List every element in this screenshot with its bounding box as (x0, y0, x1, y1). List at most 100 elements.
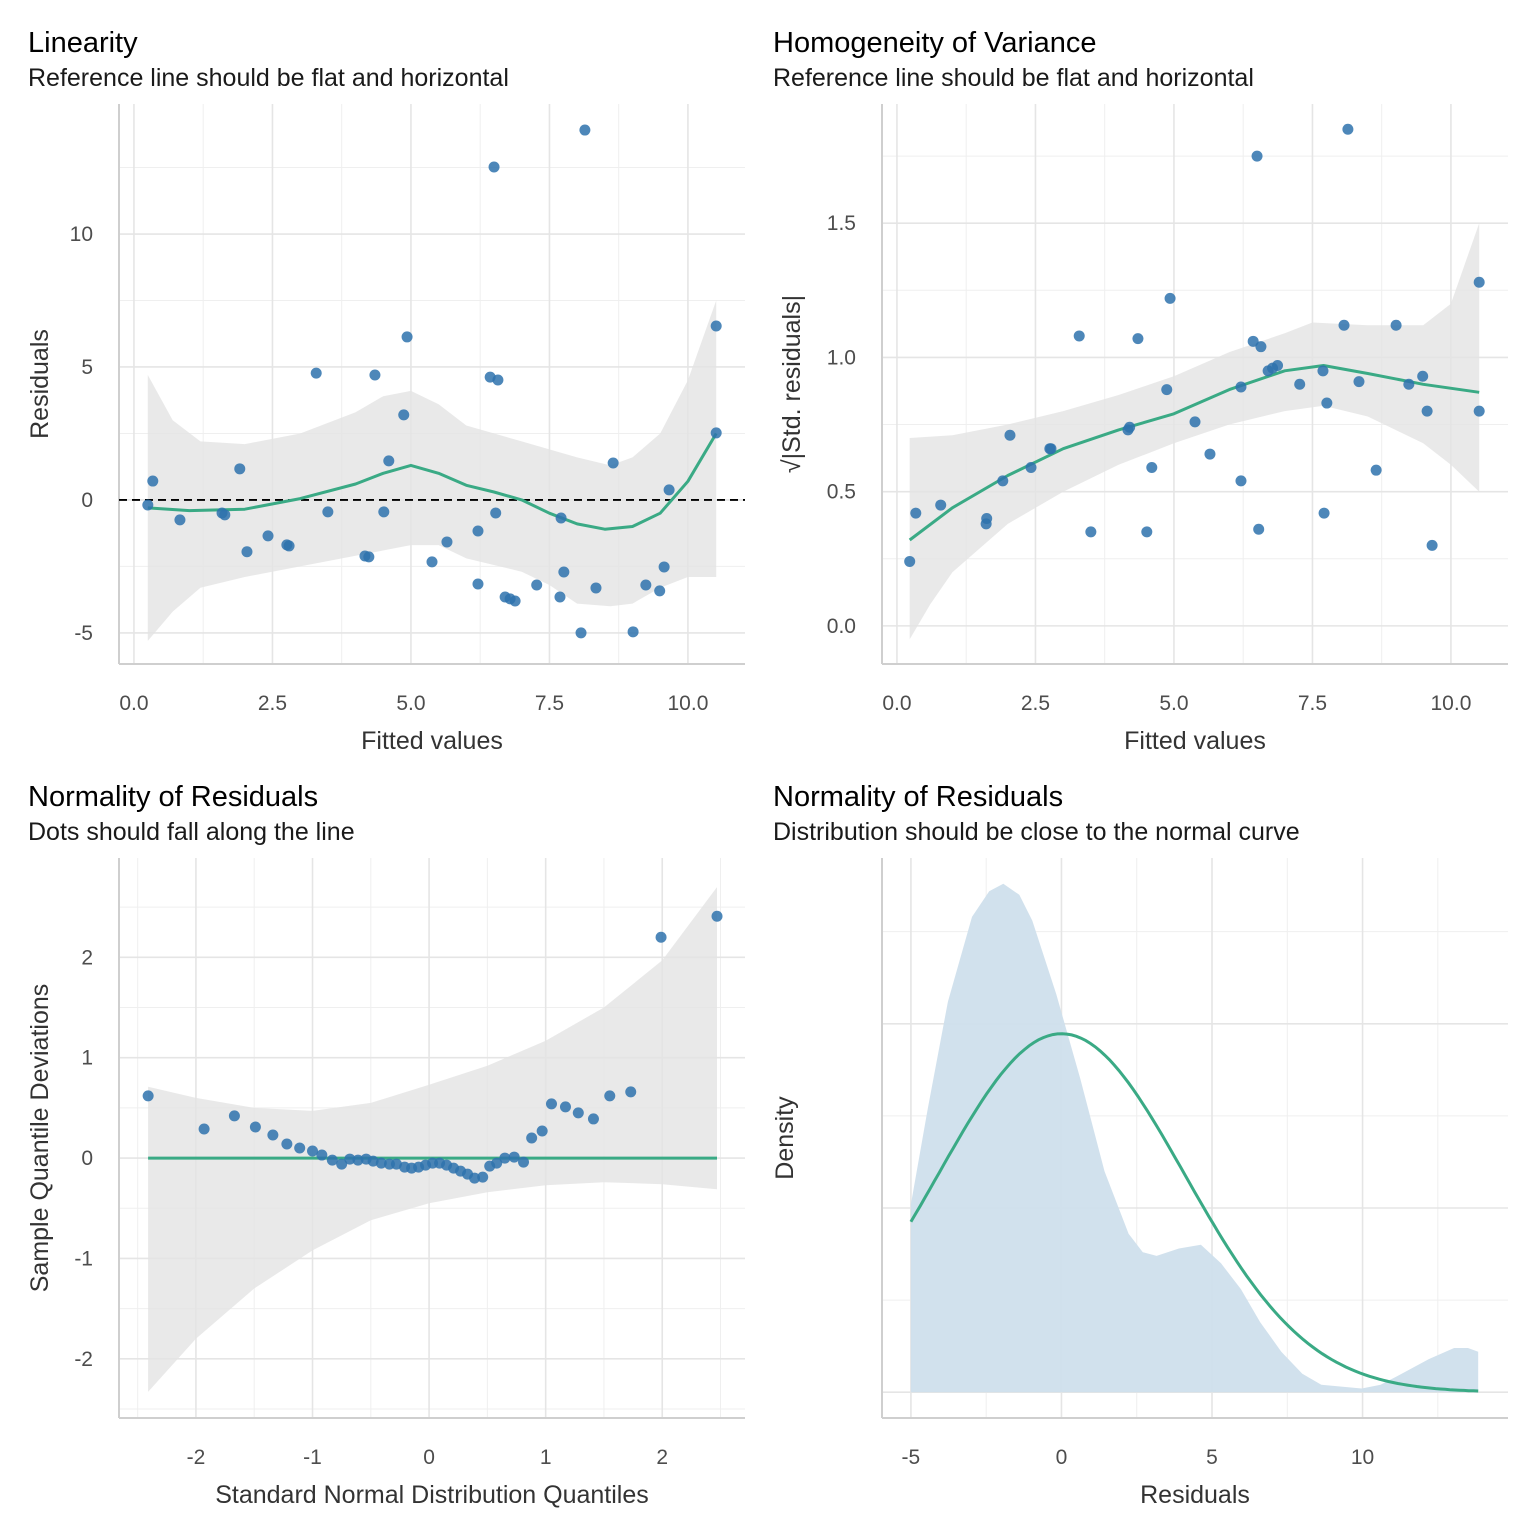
data-point (378, 506, 390, 518)
data-point (369, 369, 381, 381)
data-point (1132, 333, 1144, 345)
data-point (1321, 397, 1333, 409)
data-point (281, 1138, 293, 1150)
data-point (1342, 123, 1354, 135)
data-point (174, 514, 186, 526)
x-tick-label: 0 (423, 1446, 435, 1469)
data-point (1417, 370, 1429, 382)
x-tick-label: 5 (1206, 1446, 1218, 1469)
data-point (1141, 526, 1153, 538)
data-point (1253, 523, 1265, 535)
y-tick-label: 5 (81, 356, 93, 379)
data-point (283, 540, 295, 552)
x-tick-label: 2 (656, 1446, 668, 1469)
data-point (531, 579, 543, 591)
data-point (910, 507, 922, 519)
panel-subtitle: Reference line should be flat and horizo… (28, 64, 509, 92)
data-point (710, 427, 722, 439)
y-axis-title: Residuals (26, 329, 54, 439)
panel-title: Homogeneity of Variance (773, 27, 1096, 59)
y-tick-label: 2 (81, 946, 93, 969)
data-point (1272, 359, 1284, 371)
data-point (147, 475, 159, 487)
data-point (1073, 330, 1085, 342)
data-point (997, 475, 1009, 487)
y-tick-label: 0.5 (827, 481, 856, 504)
data-point (981, 512, 993, 524)
data-point (1353, 376, 1365, 388)
data-point (267, 1129, 279, 1141)
data-point (472, 578, 484, 590)
data-point (472, 525, 484, 537)
y-tick-label: 0.0 (827, 615, 856, 638)
data-point (1204, 448, 1216, 460)
data-point (228, 1110, 240, 1122)
data-point (322, 506, 334, 518)
data-point (363, 551, 375, 563)
data-point (1004, 429, 1016, 441)
data-point (249, 1121, 261, 1133)
data-point (1146, 461, 1158, 473)
data-point (375, 1157, 387, 1169)
data-point (198, 1123, 210, 1135)
x-axis-title: Standard Normal Distribution Quantiles (215, 1481, 649, 1509)
data-point (627, 626, 639, 638)
data-point (536, 1125, 548, 1137)
data-point (1317, 365, 1329, 377)
data-point (640, 579, 652, 591)
data-point (491, 1157, 503, 1169)
y-tick-label: 0 (81, 489, 93, 512)
x-tick-label: 2.5 (1021, 692, 1050, 715)
x-tick-label: 0.0 (882, 692, 911, 715)
data-point (326, 1154, 338, 1166)
y-tick-label: -1 (74, 1247, 93, 1270)
y-tick-label: -2 (74, 1348, 93, 1371)
data-point (655, 931, 667, 943)
x-tick-label: -1 (303, 1446, 322, 1469)
normal-curve-line (909, 1032, 1479, 1393)
y-tick-label: 1.5 (827, 212, 856, 235)
data-point (558, 566, 570, 578)
data-point (579, 124, 591, 136)
x-tick-label: 2.5 (258, 692, 287, 715)
data-point (492, 374, 504, 386)
data-point (559, 1101, 571, 1113)
x-axis-title: Residuals (1140, 1481, 1250, 1509)
panel-linearity: Linearity Reference line should be flat … (26, 27, 745, 755)
data-point (526, 1132, 538, 1144)
confidence-band (909, 223, 1480, 640)
data-point (904, 555, 916, 567)
data-point (1251, 150, 1263, 162)
panel-homogeneity-of-variance: Homogeneity of Variance Reference line s… (773, 27, 1508, 755)
data-point (1294, 378, 1306, 390)
data-point (1390, 319, 1402, 331)
data-point (310, 367, 322, 379)
y-axis-title: Sample Quantile Deviations (26, 984, 54, 1293)
panel-subtitle: Reference line should be flat and horizo… (773, 64, 1254, 92)
data-point (234, 463, 246, 475)
data-point (1255, 341, 1267, 353)
panel-normality-density: Normality of Residuals Distribution shou… (771, 781, 1508, 1509)
x-tick-label: 7.5 (535, 692, 564, 715)
data-point (316, 1149, 328, 1161)
panel-title: Normality of Residuals (773, 781, 1063, 813)
data-point (426, 556, 438, 568)
data-point (545, 1098, 557, 1110)
data-point (241, 546, 253, 558)
y-tick-label: 0 (81, 1147, 93, 1170)
data-point (575, 627, 587, 639)
y-tick-label: 1.0 (827, 346, 856, 369)
data-point (935, 499, 947, 511)
data-point (490, 507, 502, 519)
data-point (1124, 421, 1136, 433)
data-point (262, 530, 274, 542)
plot-area: 0.0 2.5 5.0 7.5 10.0 0.0 0.5 1.0 1.5 (827, 104, 1508, 715)
x-tick-label: 5.0 (1159, 692, 1188, 715)
data-point (1247, 335, 1259, 347)
y-tick-label: -5 (74, 622, 93, 645)
x-tick-label: 10 (1351, 1446, 1374, 1469)
data-point (441, 536, 453, 548)
data-point (1025, 461, 1037, 473)
data-point (398, 409, 410, 421)
x-tick-label: 10.0 (1431, 692, 1472, 715)
